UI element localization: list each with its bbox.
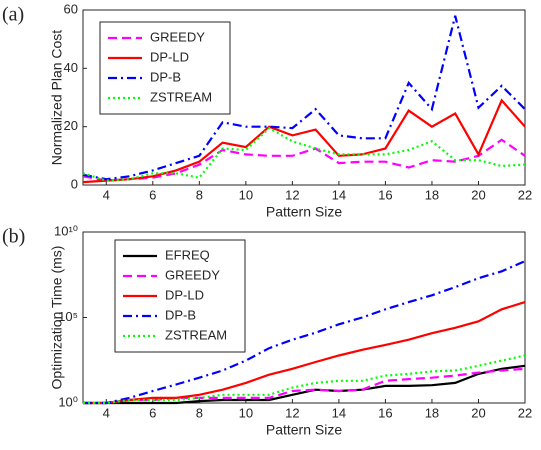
legend-label: DP-LD <box>165 287 204 302</box>
x-tick-label: 14 <box>332 405 346 420</box>
x-tick-label: 16 <box>378 405 392 420</box>
legend-label: ZSTREAM <box>150 89 212 104</box>
y-tick-label: 10⁰ <box>58 394 78 409</box>
legend-label: GREEDY <box>150 29 205 44</box>
legend-label: EFREQ <box>165 247 210 262</box>
data-line <box>82 15 526 181</box>
x-tick-label: 20 <box>471 405 485 420</box>
y-tick-label: 20 <box>64 118 78 133</box>
legend-label: GREEDY <box>165 267 220 282</box>
data-line <box>82 138 526 182</box>
legend-label: DP-LD <box>150 49 189 64</box>
x-axis-label: Pattern Size <box>266 204 342 220</box>
data-line <box>82 126 526 182</box>
x-axis-label: Pattern Size <box>266 422 342 438</box>
y-tick-label: 10⁵ <box>58 309 78 324</box>
x-tick-label: 6 <box>149 187 156 202</box>
x-tick-label: 16 <box>378 187 392 202</box>
x-tick-label: 4 <box>103 405 110 420</box>
x-tick-label: 14 <box>332 187 346 202</box>
legend-label: DP-B <box>150 69 181 84</box>
data-line <box>83 367 526 405</box>
x-tick-label: 12 <box>285 187 299 202</box>
y-tick-label: 0 <box>71 176 78 191</box>
x-tick-label: 8 <box>196 405 203 420</box>
data-line <box>82 98 526 184</box>
y-tick-label: 60 <box>64 1 78 16</box>
data-line <box>83 260 526 405</box>
legend-label: ZSTREAM <box>165 327 227 342</box>
x-tick-label: 18 <box>425 187 439 202</box>
legend-box <box>99 21 231 115</box>
data-line <box>83 364 526 405</box>
x-tick-label: 22 <box>518 187 532 202</box>
x-tick-label: 8 <box>196 187 203 202</box>
x-tick-label: 18 <box>425 405 439 420</box>
x-tick-label: 20 <box>471 187 485 202</box>
x-tick-label: 10 <box>239 187 253 202</box>
x-tick-label: 10 <box>239 405 253 420</box>
x-tick-label: 12 <box>285 405 299 420</box>
panel-label: (a) <box>2 4 24 26</box>
y-axis-label: Optimization Time (ms) <box>49 246 65 390</box>
legend-box <box>114 239 246 353</box>
y-axis-label: Normalized Plan Cost <box>49 30 65 165</box>
legend-label: DP-B <box>165 307 196 322</box>
y-tick-label: 40 <box>64 60 78 75</box>
x-tick-label: 6 <box>149 405 156 420</box>
x-tick-label: 4 <box>103 187 110 202</box>
data-line <box>83 301 526 405</box>
y-tick-label: 10¹⁰ <box>54 223 78 238</box>
data-line <box>83 354 526 405</box>
x-tick-label: 22 <box>518 405 532 420</box>
panel-label: (b) <box>2 226 25 248</box>
plot-frame <box>82 9 526 186</box>
